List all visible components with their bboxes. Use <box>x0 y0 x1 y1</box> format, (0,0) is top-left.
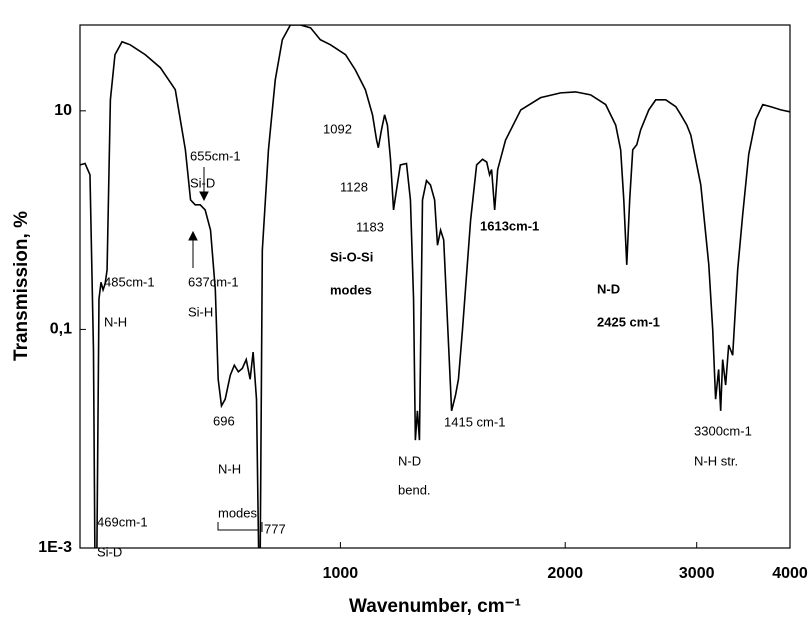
bracket <box>217 522 259 531</box>
plot-frame <box>79 24 791 549</box>
annotation: modes <box>330 282 372 297</box>
annotation: 655cm-1 <box>190 148 241 163</box>
x-tick-label: 3000 <box>679 565 715 582</box>
y-tick-label: 10 <box>54 102 72 119</box>
annotation: Si-H <box>188 304 213 319</box>
annotation: 777 <box>264 521 286 536</box>
y-axis-title: Transmission, % <box>11 211 32 361</box>
annotation: Si-D <box>97 544 122 559</box>
x-tick-label: 4000 <box>772 565 808 582</box>
annotation: Si-O-Si <box>330 249 373 264</box>
annotation: N-D <box>398 453 421 468</box>
annotation: 1128 <box>340 179 368 194</box>
annotation: 469cm-1 <box>97 514 148 529</box>
x-tick-label: 2000 <box>547 565 583 582</box>
arrow-head <box>199 191 209 202</box>
markers <box>188 167 263 532</box>
annotation: N-H <box>104 314 127 329</box>
annotation: bend. <box>398 482 431 497</box>
annotation: Si-D <box>190 175 215 190</box>
annotation: N-H str. <box>694 453 738 468</box>
annotation: 696 <box>213 413 235 428</box>
y-tick-label: 1E-3 <box>38 539 72 556</box>
y-tick-label: 0,1 <box>50 321 72 338</box>
annotation: 1183 <box>356 219 384 234</box>
annotation: 3300cm-1 <box>694 423 752 438</box>
annotation: 1613cm-1 <box>480 218 539 233</box>
annotation: N-D <box>597 281 620 296</box>
annotation: 485cm-1 <box>104 274 155 289</box>
arrow-head <box>188 230 198 241</box>
annotation: 2425 cm-1 <box>597 314 660 329</box>
spectrum-line <box>80 25 790 548</box>
annotation: N-H <box>218 461 241 476</box>
x-tick-label: 1000 <box>323 565 359 582</box>
annotation: 1092 <box>323 121 352 136</box>
x-axis-title: Wavenumber, cm⁻¹ <box>349 596 521 617</box>
annotation: 1415 cm-1 <box>444 414 505 429</box>
annotation: modes <box>218 505 258 520</box>
annotation: 637cm-1 <box>188 274 239 289</box>
